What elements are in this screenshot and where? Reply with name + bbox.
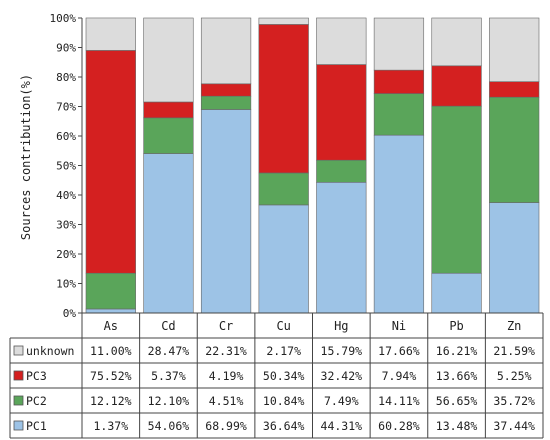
category-label: Cd	[161, 319, 175, 333]
bar-segment-unknown-cd	[143, 17, 194, 103]
data-label: 75.52%	[90, 369, 132, 383]
y-tick-label: 50%	[56, 160, 76, 173]
category-label: Ni	[392, 319, 406, 333]
bar-segment-unknown-as	[85, 17, 136, 51]
y-tick-label: 0%	[63, 307, 77, 320]
data-label: 37.44%	[493, 419, 535, 433]
data-label: 68.99%	[205, 419, 247, 433]
data-label: 13.48%	[436, 419, 478, 433]
data-label: 22.31%	[205, 344, 247, 358]
data-label: 44.31%	[321, 419, 363, 433]
bar-segment-pc2-cr	[200, 95, 252, 110]
data-label: 4.51%	[209, 394, 244, 408]
legend-label-pc1: PC1	[26, 419, 47, 433]
data-label: 28.47%	[148, 344, 190, 358]
bar-segment-pc1-as	[85, 308, 136, 314]
data-label: 12.12%	[90, 394, 132, 408]
y-axis-ticks: 0% 10% 20% 30% 40% 50% 60% 70% 80% 90% 100%	[50, 12, 82, 320]
category-label: Hg	[334, 319, 348, 333]
bar-segment-pc3-as	[85, 50, 136, 274]
y-tick-label: 70%	[56, 101, 76, 114]
bar-segment-pc3-cd	[143, 101, 194, 119]
y-tick-label: 100%	[50, 12, 77, 25]
legend-swatch-pc2	[13, 395, 24, 406]
data-label: 15.79%	[321, 344, 363, 358]
bar-segment-pc2-ni	[373, 93, 425, 136]
data-label: 50.34%	[263, 369, 305, 383]
bar-segment-pc1-zn	[489, 202, 540, 314]
bar-segment-pc1-cr	[200, 109, 252, 314]
bar-segment-unknown-cr	[200, 17, 252, 85]
y-tick-label: 20%	[56, 248, 76, 261]
bar-segment-pc2-cu	[258, 172, 309, 206]
bars	[85, 17, 540, 314]
data-label: 13.66%	[436, 369, 478, 383]
bar-segment-pc2-as	[85, 272, 136, 310]
y-tick-label: 40%	[56, 189, 76, 202]
data-label: 16.21%	[436, 344, 478, 358]
bar-segment-unknown-pb	[431, 17, 482, 67]
legend-swatch-pc1	[13, 420, 24, 431]
data-label: 1.37%	[94, 419, 129, 433]
bar-segment-pc2-hg	[316, 159, 367, 183]
bar-segment-pc2-cd	[143, 117, 194, 154]
category-label: Cr	[219, 319, 233, 333]
data-label: 36.64%	[263, 419, 305, 433]
data-label: 7.94%	[382, 369, 417, 383]
bar-segment-pc1-pb	[431, 272, 482, 314]
data-label: 5.25%	[497, 369, 532, 383]
data-label: 17.66%	[378, 344, 420, 358]
data-label: 4.19%	[209, 369, 244, 383]
data-label: 60.28%	[378, 419, 420, 433]
legend-label-pc3: PC3	[26, 369, 47, 383]
data-label: 14.11%	[378, 394, 420, 408]
bar-segment-pc1-cu	[258, 204, 309, 314]
legend-swatch-pc3	[13, 370, 24, 381]
category-label: Pb	[449, 319, 463, 333]
category-label: Cu	[276, 319, 290, 333]
bar-segment-pc1-ni	[373, 134, 425, 314]
y-tick-label: 60%	[56, 130, 76, 143]
bar-segment-pc1-cd	[143, 153, 194, 314]
legend-swatch-unknown	[13, 345, 24, 356]
bar-segment-pc3-hg	[316, 64, 367, 161]
data-label: 7.49%	[324, 394, 359, 408]
bar-segment-pc3-cr	[200, 83, 252, 97]
bar-segment-pc1-hg	[316, 181, 367, 314]
data-label: 56.65%	[436, 394, 478, 408]
bar-segment-pc3-ni	[373, 69, 425, 94]
bar-segment-pc3-cu	[258, 24, 309, 174]
data-label: 21.59%	[493, 344, 535, 358]
data-label: 10.84%	[263, 394, 305, 408]
bar-segment-unknown-zn	[489, 17, 540, 82]
y-tick-label: 30%	[56, 219, 76, 232]
data-label: 2.17%	[266, 344, 301, 358]
y-tick-label: 90%	[56, 42, 76, 55]
y-tick-label: 80%	[56, 71, 76, 84]
category-label: Zn	[507, 319, 521, 333]
y-axis-label: Sources contribution(%)	[19, 74, 33, 240]
bar-segment-pc3-zn	[489, 81, 540, 98]
data-label: 5.37%	[151, 369, 186, 383]
data-label: 11.00%	[90, 344, 132, 358]
legend-label-unknown: unknown	[26, 344, 74, 358]
y-tick-label: 10%	[56, 278, 76, 291]
data-label: 54.06%	[148, 419, 190, 433]
data-label: 32.42%	[321, 369, 363, 383]
bar-segment-pc2-zn	[489, 96, 540, 203]
legend-label-pc2: PC2	[26, 394, 47, 408]
data-table: As Cd Cr Cu Hg Ni Pb Zn unknown 11.00% 28.47% 22.31…	[9, 312, 544, 439]
bar-segment-unknown-ni	[373, 17, 425, 71]
category-label: As	[104, 319, 118, 333]
bar-segment-unknown-hg	[316, 17, 367, 65]
bar-segment-unknown-cu	[258, 17, 309, 25]
y-axis-title: Sources contribution(%)	[19, 74, 33, 240]
data-label: 12.10%	[148, 394, 190, 408]
data-label: 35.72%	[493, 394, 535, 408]
bar-segment-pc2-pb	[431, 105, 482, 274]
bar-segment-pc3-pb	[431, 65, 482, 107]
